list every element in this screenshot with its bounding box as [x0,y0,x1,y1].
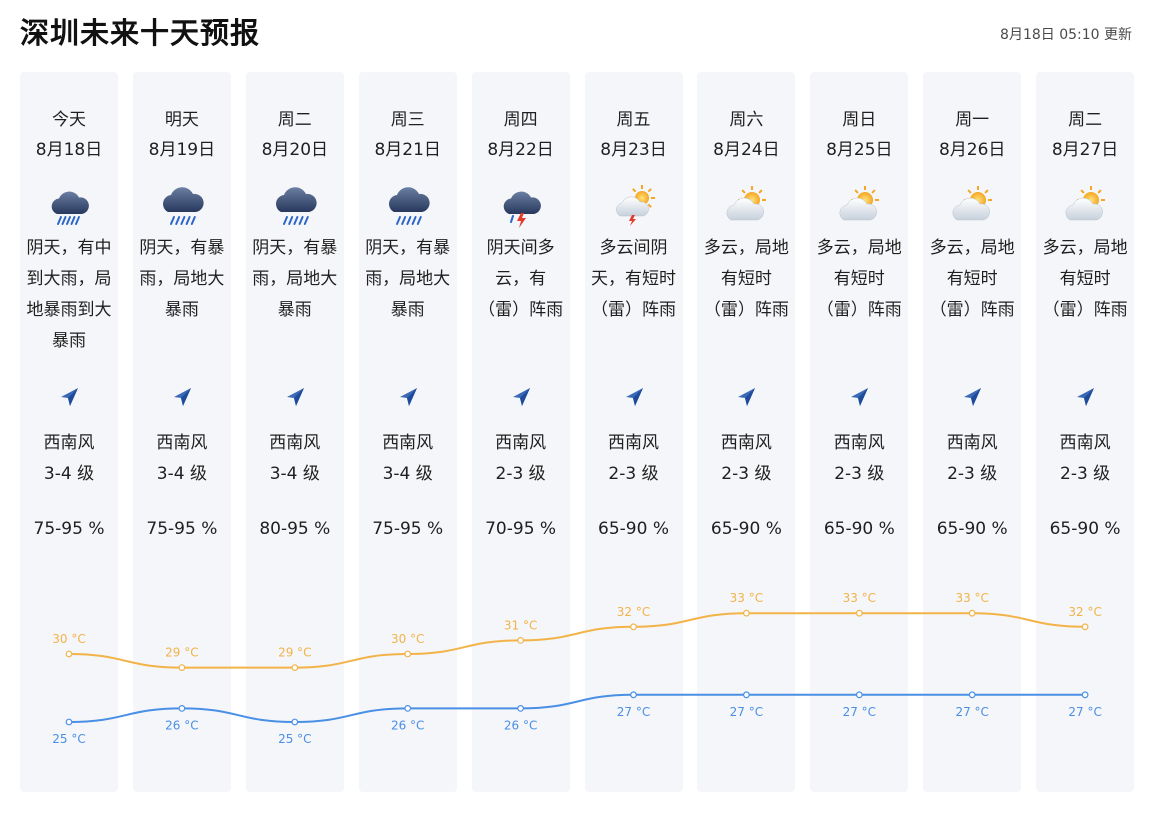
partly-cloudy-icon [837,184,881,228]
wind-direction: 西南风 [833,433,885,453]
wind-direction: 西南风 [720,433,772,453]
rain-cloud-icon [47,184,91,228]
day-label: 周二 [277,110,312,130]
day-column: 周四 8月22日 阴天间多 云，有 （雷）阵雨 西南风 2-3 级 70-95 … [471,72,570,792]
day-column: 周六 8月24日 多云，局地 有短时 （雷）阵雨 西南风 2-3 级 65-90… [697,72,796,792]
partly-cloudy-icon [1063,184,1107,228]
wind-level: 2-3 级 [608,464,659,484]
wind-direction: 西南风 [608,433,659,453]
day-label: 周一 [955,110,990,130]
weather-description: 阴天，有暴 雨，局地大 暴雨 [365,238,451,320]
day-label: 周五 [616,110,651,130]
wind-direction-icon [961,386,983,408]
wind-direction: 西南风 [1059,433,1111,453]
date-label: 8月21日 [374,140,441,160]
day-column: 周二 8月27日 多云，局地 有短时 （雷）阵雨 西南风 2-3 级 65-90… [1036,72,1135,792]
day-column: 周一 8月26日 多云，局地 有短时 （雷）阵雨 西南风 2-3 级 65-90… [923,72,1022,792]
humidity: 65-90 % [936,519,1008,539]
heavy-rain-cloud-icon [273,184,317,228]
day-column: 明天 8月19日 阴天，有暴 雨，局地大 暴雨 西南风 3-4 级 75-95 … [132,72,231,792]
wind-direction-icon [58,386,80,408]
humidity: 70-95 % [485,519,557,539]
date-label: 8月24日 [713,140,780,160]
day-label: 周日 [842,110,877,130]
weather-description: 多云，局地 有短时 （雷）阵雨 [816,238,902,320]
wind-direction-icon [848,386,870,408]
weather-description: 阴天，有暴 雨，局地大 暴雨 [139,238,225,320]
humidity: 75-95 % [33,519,105,539]
wind-level: 2-3 级 [721,464,772,484]
day-column: 今天 8月18日 阴天，有中 到大雨，局 地暴雨到大 暴雨 西南风 3-4 级 … [20,72,118,792]
thunderstorm-cloud-icon [499,184,543,228]
wind-direction-icon [284,386,306,408]
humidity: 75-95 % [146,519,218,539]
wind-level: 2-3 级 [1060,464,1111,484]
wind-direction-icon [1074,386,1096,408]
wind-level: 3-4 级 [382,464,433,484]
date-label: 8月20日 [261,140,329,160]
date-label: 8月18日 [35,140,103,160]
wind-direction-icon [397,386,419,408]
heavy-rain-cloud-icon [160,184,204,228]
day-label: 今天 [52,110,86,130]
weather-description: 多云，局地 有短时 （雷）阵雨 [929,238,1015,320]
weather-description: 多云，局地 有短时 （雷）阵雨 [703,238,789,320]
day-label: 周四 [503,110,538,130]
humidity: 65-90 % [823,519,895,539]
partly-cloudy-icon [950,184,994,228]
weather-description: 阴天，有中 到大雨，局 地暴雨到大 暴雨 [26,238,112,351]
wind-level: 2-3 级 [834,464,885,484]
date-label: 8月27日 [1051,140,1119,160]
day-column: 周五 8月23日 多云间阴 天，有短时 （雷）阵雨 西南风 2-3 级 65-9… [584,72,683,792]
day-column: 周三 8月21日 阴天，有暴 雨，局地大 暴雨 西南风 3-4 级 75-95 … [358,72,457,792]
date-label: 8月22日 [487,140,554,160]
wind-level: 3-4 级 [269,464,320,484]
humidity: 80-95 % [259,519,331,539]
sun-cloud-thunder-icon [612,184,656,228]
day-label: 明天 [164,110,199,130]
humidity: 65-90 % [598,519,669,539]
weather-description: 阴天间多 云，有 （雷）阵雨 [478,238,564,320]
forecast-columns: 今天 8月18日 阴天，有中 到大雨，局 地暴雨到大 暴雨 西南风 3-4 级 … [20,72,1135,792]
wind-direction: 西南风 [269,433,321,453]
page-title: 深圳未来十天预报 [20,16,261,50]
update-time: 8月18日 05:10 更新 [1000,27,1132,43]
wind-direction-icon [623,386,645,408]
wind-direction-icon [510,386,532,408]
weather-description: 阴天，有暴 雨，局地大 暴雨 [252,238,338,320]
day-label: 周六 [729,110,764,130]
wind-level: 2-3 级 [495,464,546,484]
day-label: 周二 [1068,110,1103,130]
humidity: 75-95 % [372,519,444,539]
wind-direction: 西南风 [156,433,208,453]
day-column: 周日 8月25日 多云，局地 有短时 （雷）阵雨 西南风 2-3 级 65-90… [810,72,909,792]
wind-direction-icon [171,386,193,408]
date-label: 8月25日 [826,140,893,160]
weather-description: 多云，局地 有短时 （雷）阵雨 [1042,238,1128,320]
day-label: 周三 [390,110,425,130]
wind-direction: 西南风 [43,433,95,453]
wind-direction: 西南风 [946,433,998,453]
date-label: 8月26日 [938,140,1006,160]
humidity: 65-90 % [1049,519,1121,539]
wind-direction: 西南风 [382,433,434,453]
wind-direction: 西南风 [495,433,547,453]
partly-cloudy-icon [724,184,768,228]
heavy-rain-cloud-icon [386,184,430,228]
date-label: 8月23日 [600,140,667,160]
date-label: 8月19日 [148,140,216,160]
wind-level: 3-4 级 [43,464,95,484]
wind-level: 2-3 级 [947,464,998,484]
wind-level: 3-4 级 [156,464,207,484]
day-column: 周二 8月20日 阴天，有暴 雨，局地大 暴雨 西南风 3-4 级 80-95 … [245,72,344,792]
weather-description: 多云间阴 天，有短时 （雷）阵雨 [591,238,676,320]
humidity: 65-90 % [710,519,782,539]
wind-direction-icon [735,386,757,408]
